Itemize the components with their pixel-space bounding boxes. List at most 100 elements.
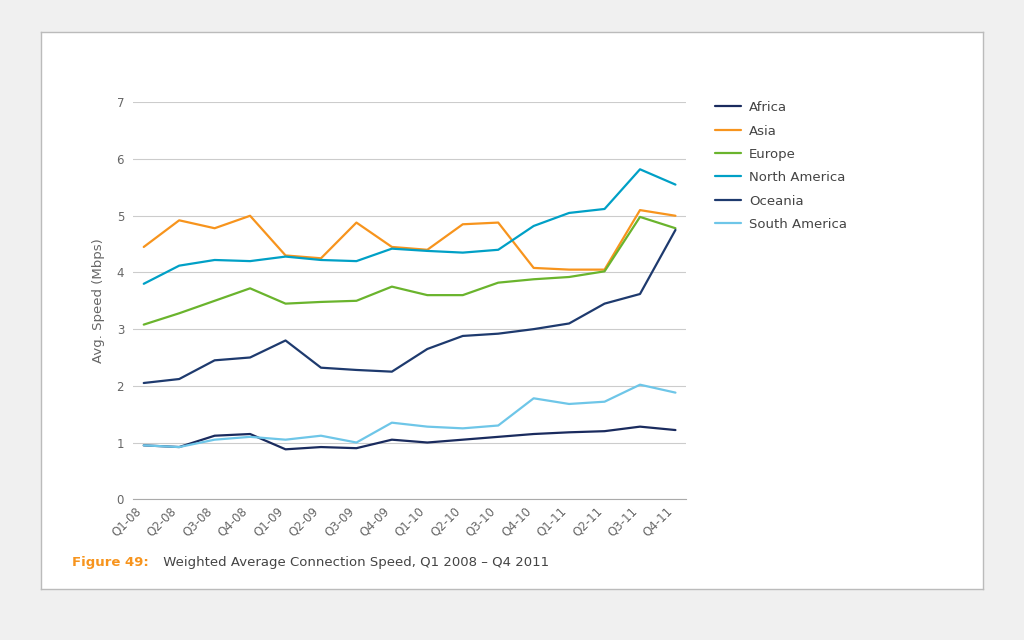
Africa xyxy=(598,428,610,435)
North America xyxy=(209,256,221,264)
Europe xyxy=(598,268,610,275)
Europe xyxy=(563,273,575,281)
Oceania xyxy=(280,337,292,344)
Oceania xyxy=(457,332,469,340)
South America xyxy=(598,398,610,406)
North America xyxy=(386,245,398,253)
North America xyxy=(563,209,575,217)
Asia xyxy=(634,206,646,214)
Oceania xyxy=(563,319,575,327)
South America xyxy=(350,438,362,446)
North America xyxy=(421,247,433,255)
Europe xyxy=(209,297,221,305)
Asia xyxy=(493,219,505,227)
Asia xyxy=(563,266,575,273)
Africa xyxy=(350,444,362,452)
North America xyxy=(598,205,610,213)
Africa xyxy=(527,430,540,438)
North America xyxy=(527,222,540,230)
Oceania xyxy=(670,226,682,234)
Oceania xyxy=(350,366,362,374)
Asia xyxy=(421,246,433,253)
South America xyxy=(563,400,575,408)
Asia xyxy=(244,212,256,220)
Africa xyxy=(670,426,682,434)
Africa xyxy=(209,432,221,440)
Oceania xyxy=(314,364,327,372)
Asia xyxy=(137,243,150,251)
South America xyxy=(314,432,327,440)
North America xyxy=(493,246,505,253)
Europe xyxy=(386,283,398,291)
Text: Figure 49:: Figure 49: xyxy=(72,556,148,570)
South America xyxy=(527,394,540,402)
Line: Europe: Europe xyxy=(143,217,676,324)
South America xyxy=(280,436,292,444)
Line: North America: North America xyxy=(143,170,676,284)
Africa xyxy=(421,438,433,446)
Line: Oceania: Oceania xyxy=(143,230,676,383)
North America xyxy=(457,249,469,257)
Africa xyxy=(457,436,469,444)
Asia xyxy=(457,220,469,228)
Asia xyxy=(386,243,398,251)
Line: Asia: Asia xyxy=(143,210,676,269)
North America xyxy=(314,256,327,264)
Africa xyxy=(493,433,505,441)
South America xyxy=(670,388,682,396)
Line: Africa: Africa xyxy=(143,427,676,449)
Europe xyxy=(314,298,327,306)
South America xyxy=(634,381,646,388)
South America xyxy=(386,419,398,426)
Europe xyxy=(280,300,292,307)
Asia xyxy=(527,264,540,272)
Oceania xyxy=(209,356,221,364)
Text: Weighted Average Connection Speed, Q1 2008 – Q4 2011: Weighted Average Connection Speed, Q1 20… xyxy=(159,556,549,570)
North America xyxy=(634,166,646,173)
North America xyxy=(173,262,185,269)
Africa xyxy=(244,430,256,438)
Line: South America: South America xyxy=(143,385,676,447)
Europe xyxy=(457,291,469,299)
Oceania xyxy=(634,290,646,298)
South America xyxy=(137,442,150,449)
North America xyxy=(137,280,150,287)
Asia xyxy=(209,225,221,232)
Africa xyxy=(386,436,398,444)
Asia xyxy=(280,252,292,259)
Africa xyxy=(137,442,150,449)
Legend: Africa, Asia, Europe, North America, Oceania, South America: Africa, Asia, Europe, North America, Oce… xyxy=(715,101,847,231)
South America xyxy=(244,433,256,441)
Oceania xyxy=(527,325,540,333)
South America xyxy=(457,424,469,432)
Europe xyxy=(527,275,540,283)
Europe xyxy=(634,213,646,221)
South America xyxy=(173,444,185,451)
Africa xyxy=(634,423,646,431)
North America xyxy=(670,180,682,188)
North America xyxy=(280,253,292,260)
Africa xyxy=(173,444,185,451)
Europe xyxy=(244,285,256,292)
Asia xyxy=(598,266,610,273)
Europe xyxy=(137,321,150,328)
South America xyxy=(493,422,505,429)
Africa xyxy=(563,428,575,436)
Oceania xyxy=(421,345,433,353)
Asia xyxy=(670,212,682,220)
Africa xyxy=(280,445,292,453)
Oceania xyxy=(493,330,505,337)
North America xyxy=(350,257,362,265)
Europe xyxy=(421,291,433,299)
Oceania xyxy=(598,300,610,307)
Oceania xyxy=(386,368,398,376)
Europe xyxy=(173,309,185,317)
Asia xyxy=(350,219,362,227)
Oceania xyxy=(244,354,256,362)
Asia xyxy=(314,255,327,262)
Europe xyxy=(670,225,682,232)
South America xyxy=(209,436,221,444)
Africa xyxy=(314,444,327,451)
Asia xyxy=(173,216,185,224)
South America xyxy=(421,423,433,431)
